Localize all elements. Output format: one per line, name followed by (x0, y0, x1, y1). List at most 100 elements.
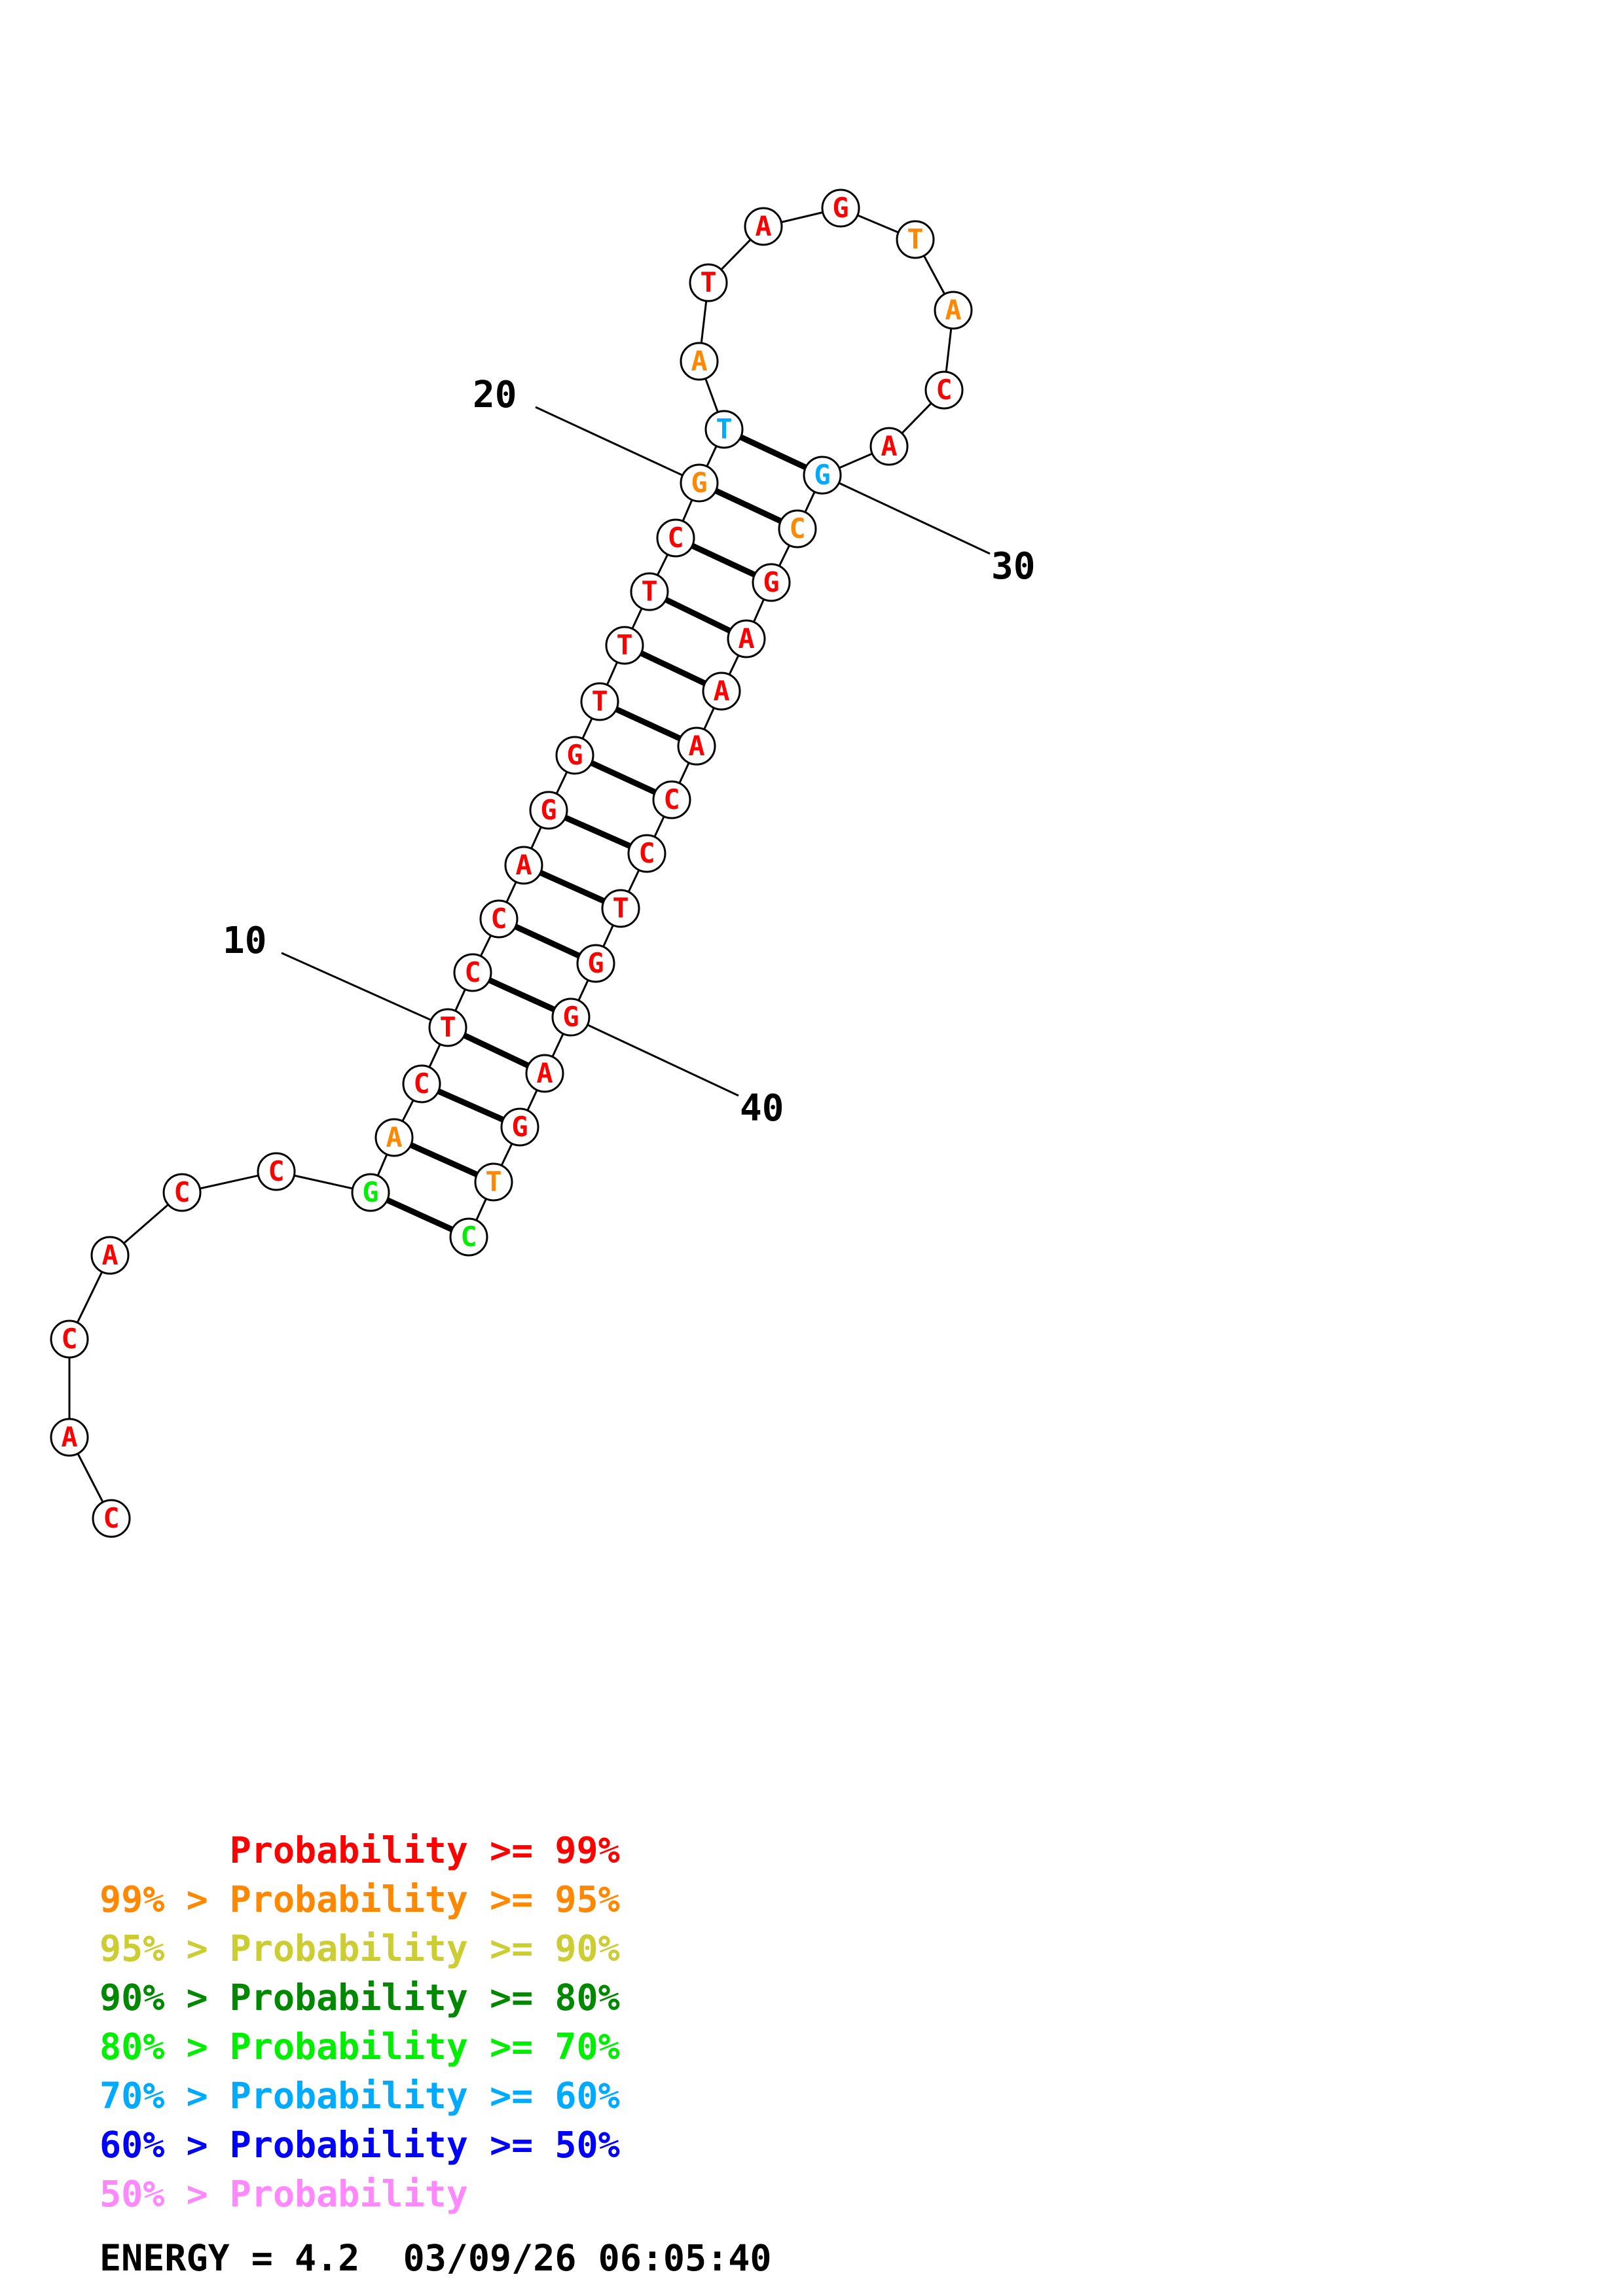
base-pair-bond (463, 1032, 530, 1069)
position-label-leader (570, 1016, 739, 1097)
nucleotide-circle (92, 1499, 131, 1538)
nucleotide-base: T (616, 629, 632, 661)
nucleotide-circle (500, 1107, 539, 1147)
nucleotide: C (656, 518, 695, 558)
nucleotide-circle (727, 619, 766, 658)
position-label-leader (535, 406, 700, 484)
base-pair-bond (488, 977, 556, 1013)
legend-row: 80% > Probability >= 70% (100, 2026, 620, 2068)
nucleotide-circle (555, 736, 594, 775)
nucleotide: A (702, 672, 741, 711)
nucleotide: A (680, 342, 719, 381)
nucleotide-base: T (439, 1011, 456, 1043)
nucleotide-base: G (562, 1001, 579, 1033)
nucleotide-base: A (688, 730, 704, 762)
nucleotide: T (704, 410, 744, 449)
nucleotide-base: C (61, 1323, 77, 1355)
base-pair-bond (691, 543, 756, 578)
nucleotide-base: A (691, 345, 707, 377)
nucleotide-base: T (591, 685, 608, 717)
legend-row: 70% > Probability >= 60% (100, 2075, 620, 2117)
probability-legend: Probability >= 99% 99% > Probability >= 9… (100, 1826, 620, 2219)
nucleotide: C (449, 1217, 488, 1257)
nucleotide-base: A (515, 849, 532, 881)
nucleotide-base: T (716, 413, 732, 445)
base-pair-bond (714, 488, 782, 524)
legend-row: 60% > Probability >= 50% (100, 2124, 620, 2166)
nucleotide: C (162, 1173, 202, 1212)
nucleotide-circle (680, 463, 719, 503)
position-label: 10 (223, 920, 266, 962)
nucleotide: A (525, 1054, 564, 1093)
nucleotide: A (50, 1418, 89, 1457)
nucleotide: C (627, 834, 666, 873)
nucleotide: A (677, 726, 716, 766)
nucleotide-base: A (881, 430, 897, 462)
nucleotide: A (90, 1236, 130, 1275)
base-pair-bond (640, 650, 706, 687)
nucleotide-circle (680, 342, 719, 381)
legend-row: 95% > Probability >= 90% (100, 1928, 620, 1969)
nucleotide-base: T (700, 266, 716, 298)
nucleotide-circle (50, 1418, 89, 1457)
nucleotide-base: C (268, 1155, 284, 1187)
position-label: 20 (473, 374, 517, 416)
nucleotide-base: A (61, 1421, 77, 1453)
nucleotide-circle (744, 207, 783, 246)
nucleotide: C (453, 953, 492, 992)
nucleotide-circle (50, 1319, 89, 1359)
nucleotide-base: C (789, 512, 805, 545)
nucleotide-base: G (511, 1111, 528, 1143)
nucleotide-base: C (103, 1502, 119, 1534)
nucleotide: G (555, 736, 594, 775)
nucleotide-circle (869, 427, 909, 466)
nucleotide-circle (428, 1008, 467, 1047)
nucleotide-base: G (832, 192, 848, 224)
nucleotide: T (630, 572, 669, 611)
nucleotide-circle (479, 899, 519, 939)
nucleotide-circle (551, 997, 591, 1037)
nucleotide: G (803, 456, 842, 495)
legend-row: 90% > Probability >= 80% (100, 1977, 620, 2018)
energy-timestamp-line: ENERGY = 4.2 03/09/26 06:05:40 (100, 2237, 772, 2279)
legend-row: 50% > Probability (100, 2173, 468, 2215)
nucleotide: T (428, 1008, 467, 1047)
base-pair-layer (386, 434, 807, 1232)
nucleotide-base: G (540, 794, 556, 826)
nucleotide-base: G (691, 467, 707, 499)
nucleotide: A (744, 207, 783, 246)
nucleotide: A (934, 291, 973, 330)
nucleotide: G (529, 791, 568, 830)
nucleotide-base: C (667, 522, 684, 554)
nucleotide-circle (605, 626, 644, 665)
nucleotide: C (257, 1152, 296, 1191)
position-label: 40 (740, 1087, 784, 1130)
nucleotide-circle (689, 263, 728, 302)
base-pair-bond (539, 870, 606, 904)
nucleotide-base: A (101, 1239, 118, 1271)
nucleotide-base: C (464, 956, 481, 988)
base-pair-bond (386, 1197, 454, 1232)
nucleotide: C (50, 1319, 89, 1359)
nucleotide-base: C (936, 374, 952, 406)
nucleotide: T (896, 220, 935, 259)
nucleotide: G (821, 188, 860, 228)
nucleotide-base: A (738, 622, 754, 655)
nucleotide: A (869, 427, 909, 466)
nucleotide-base: A (755, 210, 771, 242)
nucleotide-circle (504, 846, 543, 885)
nucleotide-layer: CACACCGACTCCAGGTTTCGTATAGTACAGCGAAACCTGG… (50, 188, 973, 1538)
position-label: 30 (991, 545, 1035, 588)
position-label-layer: 10 20 30 40 (223, 374, 1035, 1130)
base-pair-bond (437, 1088, 505, 1122)
base-pair-bond (739, 434, 807, 471)
nucleotide-base: G (587, 947, 604, 979)
nucleotide: G (752, 563, 791, 602)
nucleotide-circle (601, 889, 640, 928)
nucleotide-circle (402, 1064, 441, 1103)
nucleotide-circle (821, 188, 860, 228)
nucleotide-circle (677, 726, 716, 766)
nucleotide-base: G (362, 1176, 378, 1208)
nucleotide-base: T (612, 892, 629, 924)
